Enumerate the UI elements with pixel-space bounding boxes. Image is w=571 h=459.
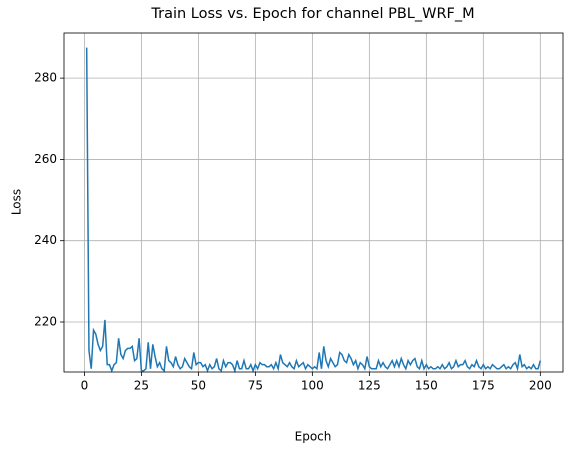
x-tick-label: 175 <box>472 379 495 393</box>
plot-frame <box>63 32 564 373</box>
x-tick-label: 0 <box>81 379 89 393</box>
x-tick-label: 100 <box>301 379 324 393</box>
data-line <box>85 47 542 374</box>
x-tick-label: 125 <box>358 379 381 393</box>
chart-title: Train Loss vs. Epoch for channel PBL_WRF… <box>150 6 474 22</box>
x-tick-label: 200 <box>529 379 552 393</box>
x-tick-label: 75 <box>248 379 263 393</box>
y-axis-label: Loss <box>10 189 24 215</box>
y-tick-label: 260 <box>34 152 57 166</box>
x-tick-label: 50 <box>191 379 206 393</box>
x-tick-label: 150 <box>415 379 438 393</box>
y-tick-label: 280 <box>34 71 57 85</box>
x-axis-label: Epoch <box>295 430 332 444</box>
y-tick-label: 220 <box>34 315 57 329</box>
x-tick-label: 25 <box>134 379 149 393</box>
y-tick-label: 240 <box>34 233 57 247</box>
